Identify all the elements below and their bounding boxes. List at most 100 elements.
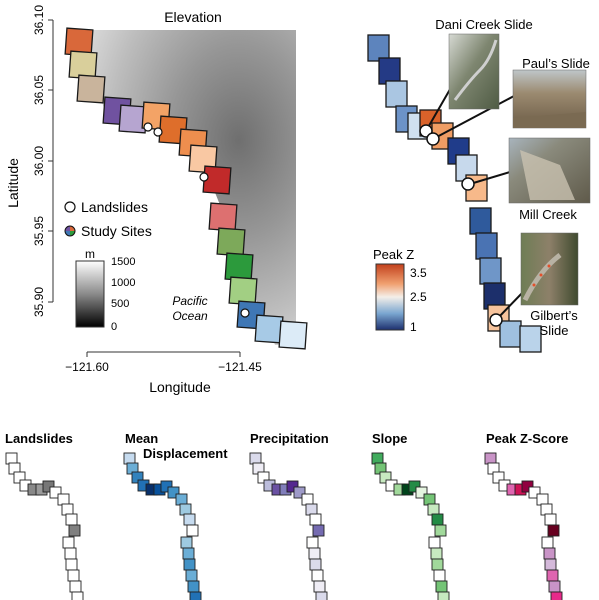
small-map-site <box>175 493 188 506</box>
small-map-site <box>431 513 444 526</box>
mill-creek-photo <box>508 137 591 204</box>
small-map-site <box>550 591 563 600</box>
small-map-site <box>430 547 443 560</box>
study-site <box>216 227 246 257</box>
small-map-site <box>286 480 299 493</box>
small-map-title: Mean <box>125 431 158 446</box>
small-map-site <box>433 569 446 582</box>
small-map-site <box>179 503 192 516</box>
peak-z-legend: Peak Z 3.5 2.5 1 <box>373 247 427 334</box>
landslides-legend-label: Landslides <box>81 199 148 215</box>
peak-z-legend-title: Peak Z <box>373 247 414 262</box>
slide-label-dani-creek: Dani Creek Slide <box>435 17 533 32</box>
small-map-title: Landslides <box>5 431 73 446</box>
elevation-scale-label: 0 <box>111 321 117 333</box>
small-map-site <box>415 486 428 499</box>
landslide-marker <box>426 132 440 146</box>
slide-photos <box>419 33 591 327</box>
small-map-site <box>311 569 324 582</box>
small-map-site <box>547 524 560 537</box>
small-map-site <box>371 452 384 465</box>
small-map-site <box>543 547 556 560</box>
small-map-site <box>65 558 78 571</box>
elevation-scale-label: 1500 <box>111 256 135 268</box>
study-site <box>76 74 106 104</box>
small-map-mean-displacement <box>123 452 202 600</box>
small-maps: Landslides Mean Displacement Precipitati… <box>5 431 568 600</box>
peak-z-scale-bar <box>375 263 405 331</box>
lat-tick: 35.95 <box>32 216 46 246</box>
study-site <box>278 320 308 350</box>
small-map-site <box>187 580 200 593</box>
small-map-title: Peak Z-Score <box>486 431 568 446</box>
small-map-site <box>541 536 554 549</box>
small-map-site <box>308 547 321 560</box>
small-map-site <box>180 536 193 549</box>
lon-tick: −121.60 <box>65 360 109 374</box>
small-map-site <box>69 580 82 593</box>
landslides-legend-marker <box>64 201 76 213</box>
small-map-site <box>71 591 84 600</box>
small-map-site <box>186 524 199 537</box>
study-site-squares <box>64 27 308 350</box>
small-map-site <box>167 486 180 499</box>
small-map-site <box>5 452 18 465</box>
peak-z-site <box>479 257 502 285</box>
peak-z-site <box>499 320 522 348</box>
small-map-site <box>183 558 196 571</box>
small-map-site <box>183 513 196 526</box>
elevation-map-title: Elevation <box>164 9 222 25</box>
longitude-label: Longitude <box>149 379 211 395</box>
small-map-site <box>309 558 322 571</box>
small-map-title-line2: Displacement <box>143 446 228 461</box>
small-map-site <box>437 591 450 600</box>
dani-creek-photo <box>448 33 500 110</box>
elevation-map: Elevation 36.10 36.05 36.00 35.95 35.90 … <box>5 5 308 395</box>
small-map-site <box>434 524 447 537</box>
slide-label-pauls: Paul’s Slide <box>522 56 590 71</box>
peak-z-site <box>367 34 390 62</box>
study-site <box>228 276 258 306</box>
small-map-peak-z-score <box>484 452 563 600</box>
peak-z-legend-label: 1 <box>410 320 417 334</box>
small-map-title: Precipitation <box>250 431 329 446</box>
elevation-scale: m 1500 1000 500 0 <box>75 247 135 333</box>
small-map-site <box>68 524 81 537</box>
peak-z-site <box>519 325 542 353</box>
study-sites-legend-marker <box>64 225 76 237</box>
small-map-site <box>293 486 306 499</box>
longitude-axis: −121.60 −121.45 Longitude <box>65 351 262 395</box>
study-site <box>208 202 238 232</box>
small-map-site <box>42 480 55 493</box>
latitude-label: Latitude <box>5 158 21 208</box>
small-map-site <box>123 452 136 465</box>
small-map-site <box>423 493 436 506</box>
small-map-site <box>257 471 270 484</box>
small-map-site <box>185 569 198 582</box>
small-map-site <box>548 580 561 593</box>
small-map-site <box>484 452 497 465</box>
elevation-scale-label: 1000 <box>111 277 135 289</box>
landslide-marker <box>240 308 250 318</box>
elevation-scale-bar <box>75 260 105 328</box>
small-map-site <box>49 486 62 499</box>
small-map-site <box>305 503 318 516</box>
small-map-site <box>435 580 448 593</box>
small-map-site <box>64 547 77 560</box>
slide-label-gilberts-line2: Slide <box>540 323 569 338</box>
small-map-site <box>427 503 440 516</box>
peak-z-site <box>378 57 401 85</box>
small-map-site <box>189 591 202 600</box>
pauls-slide-photo <box>512 69 587 129</box>
landslide-markers <box>143 122 250 318</box>
small-map-site <box>67 569 80 582</box>
elevation-scale-label: 500 <box>111 298 129 310</box>
small-map-site <box>309 513 322 526</box>
peak-z-legend-label: 3.5 <box>410 266 427 280</box>
small-map-site <box>13 471 26 484</box>
study-sites-legend-label: Study Sites <box>81 223 152 239</box>
small-map-site <box>408 480 421 493</box>
small-map-site <box>544 513 557 526</box>
latitude-axis: 36.10 36.05 36.00 35.95 35.90 Latitude <box>5 5 54 317</box>
